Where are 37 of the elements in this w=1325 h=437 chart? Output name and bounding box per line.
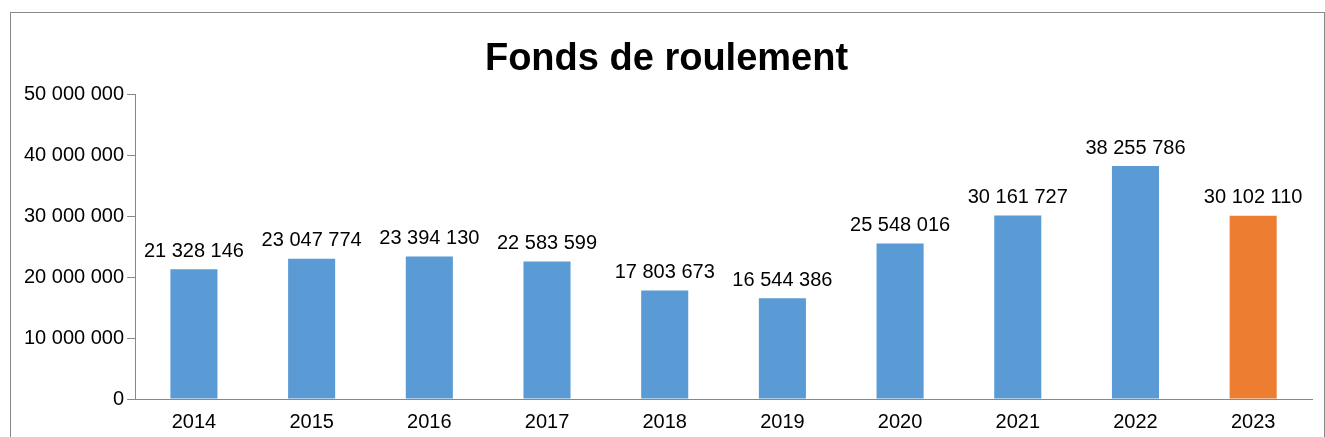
data-label: 25 548 016: [850, 212, 951, 235]
data-label: 30 102 110: [1203, 185, 1303, 208]
x-tick-label: 2021: [995, 409, 1041, 432]
x-tick-label: 2020: [877, 409, 923, 432]
data-label: 30 161 727: [967, 184, 1068, 207]
x-tick-label: 2018: [642, 409, 687, 432]
x-tick-label: 2023: [1230, 409, 1276, 432]
y-tick-label: 40 000 000: [23, 143, 125, 165]
bar: [758, 298, 806, 399]
chart-title: Fonds de roulement: [484, 36, 849, 79]
x-tick-label: 2022: [1113, 409, 1158, 432]
y-tick-label: 0: [112, 386, 125, 409]
bar: [876, 243, 924, 399]
bar: [641, 290, 689, 399]
data-label: 22 583 599: [496, 231, 598, 254]
data-label: 23 047 774: [261, 228, 362, 251]
bar: [1229, 215, 1277, 399]
y-tick-label: 10 000 000: [23, 325, 125, 348]
bar: [405, 256, 453, 399]
data-label: 17 803 673: [614, 260, 715, 283]
x-tick-label: 2014: [171, 409, 217, 432]
data-label: 38 255 786: [1085, 135, 1186, 158]
bar: [288, 258, 336, 399]
data-label: 16 544 386: [732, 267, 833, 290]
y-tick-label: 30 000 000: [23, 203, 125, 226]
data-label: 23 394 130: [379, 226, 480, 249]
x-tick-label: 2016: [407, 409, 452, 432]
bar: [523, 261, 571, 399]
y-tick-label: 50 000 000: [23, 82, 125, 105]
bar: [994, 215, 1042, 399]
x-tick-label: 2019: [760, 409, 805, 432]
bar: [170, 269, 218, 399]
data-label: 21 328 146: [143, 238, 244, 261]
y-tick-label: 20 000 000: [23, 264, 125, 287]
bar: [1111, 166, 1159, 399]
x-tick-label: 2017: [524, 409, 570, 432]
x-tick-label: 2015: [289, 409, 334, 432]
